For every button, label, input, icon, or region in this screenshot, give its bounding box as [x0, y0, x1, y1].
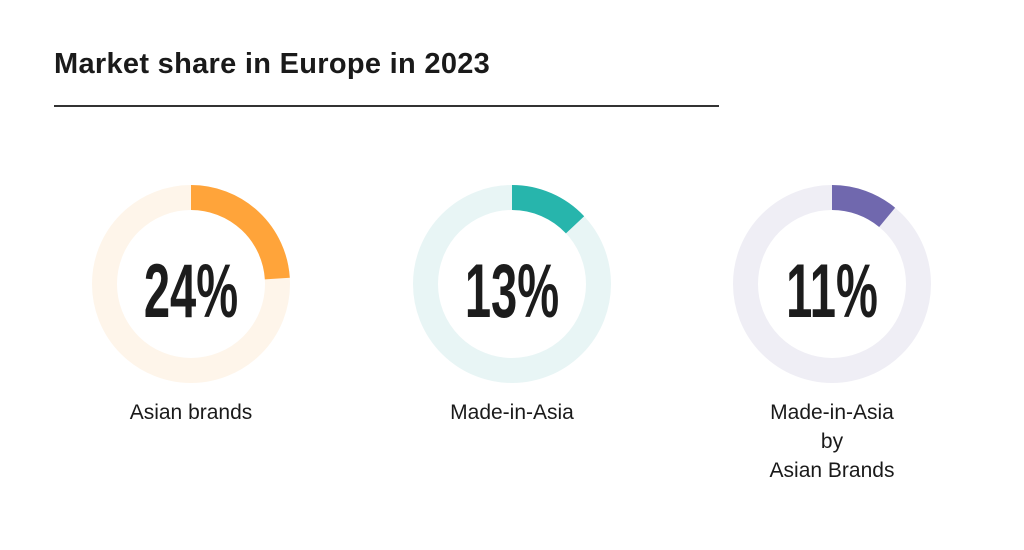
donut-made-in-asia: 13% — [413, 185, 611, 383]
percent-value: 24% — [144, 250, 238, 334]
label-line: Asian Brands — [769, 459, 895, 482]
label-asian-brands: Asian brands — [129, 401, 253, 424]
donut-segment — [190, 185, 290, 280]
donut-segment — [831, 185, 896, 228]
percent-value: 11% — [786, 250, 878, 334]
chart-title: Market share in Europe in 2023 — [54, 48, 491, 80]
donut-made-in-asia-by-asian-brands: 11% — [733, 185, 931, 383]
label-made-in-asia: Made-in-Asia — [450, 401, 574, 424]
title-divider — [54, 105, 719, 107]
donut-segment — [511, 185, 585, 234]
donut-asian-brands: 24% — [92, 185, 290, 383]
label-made-in-asia-by-asian-brands: Made-in-Asia by Asian Brands — [712, 398, 952, 485]
label-line: Made-in-Asia — [770, 401, 894, 424]
percent-value: 13% — [465, 250, 559, 334]
label-line: by — [820, 430, 844, 453]
